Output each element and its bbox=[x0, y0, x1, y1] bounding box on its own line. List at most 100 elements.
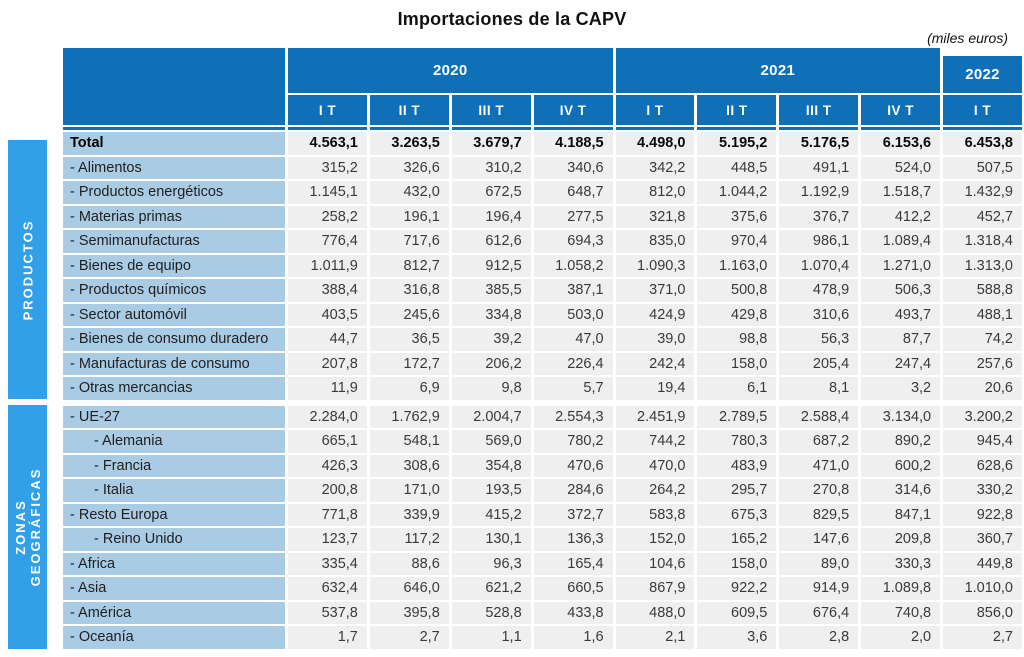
row-label: - Semimanufacturas bbox=[63, 230, 285, 253]
value-cell: 1.089,4 bbox=[861, 230, 941, 253]
value-cell: 360,7 bbox=[943, 528, 1022, 551]
value-cell: 209,8 bbox=[861, 528, 941, 551]
value-cell: 172,7 bbox=[369, 352, 449, 375]
value-cell: 158,0 bbox=[697, 552, 777, 575]
value-cell: 569,0 bbox=[451, 430, 531, 453]
value-cell: 2.789,5 bbox=[697, 405, 777, 428]
value-cell: 117,2 bbox=[369, 528, 449, 551]
value-cell: 548,1 bbox=[369, 430, 449, 453]
row-label: - Asia bbox=[63, 577, 285, 600]
value-cell: 339,9 bbox=[369, 503, 449, 526]
value-cell: 694,3 bbox=[533, 230, 613, 253]
value-cell: 89,0 bbox=[779, 552, 859, 575]
value-cell: 5.176,5 bbox=[779, 132, 859, 155]
value-cell: 376,7 bbox=[779, 205, 859, 228]
value-cell: 310,6 bbox=[779, 303, 859, 326]
value-cell: 74,2 bbox=[943, 328, 1022, 351]
value-cell: 448,5 bbox=[697, 156, 777, 179]
value-cell: 5,7 bbox=[533, 377, 613, 400]
value-cell: 524,0 bbox=[861, 156, 941, 179]
value-cell: 158,0 bbox=[697, 352, 777, 375]
table-corner-cell bbox=[63, 48, 285, 125]
value-cell: 922,8 bbox=[943, 503, 1022, 526]
value-cell: 11,9 bbox=[288, 377, 367, 400]
value-cell: 3.263,5 bbox=[369, 132, 449, 155]
quarter-header-6: II T bbox=[697, 95, 777, 125]
value-cell: 2.554,3 bbox=[533, 405, 613, 428]
value-cell: 812,0 bbox=[615, 181, 695, 204]
value-cell: 326,6 bbox=[369, 156, 449, 179]
value-cell: 648,7 bbox=[533, 181, 613, 204]
value-cell: 426,3 bbox=[288, 454, 367, 477]
value-cell: 1.044,2 bbox=[697, 181, 777, 204]
value-cell: 628,6 bbox=[943, 454, 1022, 477]
value-cell: 245,6 bbox=[369, 303, 449, 326]
value-cell: 136,3 bbox=[533, 528, 613, 551]
value-cell: 284,6 bbox=[533, 479, 613, 502]
row-label: - Manufacturas de consumo bbox=[63, 352, 285, 375]
value-cell: 612,6 bbox=[451, 230, 531, 253]
value-cell: 39,0 bbox=[615, 328, 695, 351]
units-note: (miles euros) bbox=[927, 30, 1008, 46]
value-cell: 478,9 bbox=[779, 279, 859, 302]
row-label: - Oceanía bbox=[63, 626, 285, 649]
value-cell: 424,9 bbox=[615, 303, 695, 326]
value-cell: 2.284,0 bbox=[288, 405, 367, 428]
quarter-header-2: II T bbox=[369, 95, 449, 125]
value-cell: 780,2 bbox=[533, 430, 613, 453]
row-label: - Italia bbox=[63, 479, 285, 502]
value-cell: 672,5 bbox=[451, 181, 531, 204]
value-cell: 507,5 bbox=[943, 156, 1022, 179]
header-divider-segment bbox=[697, 127, 777, 130]
value-cell: 4.498,0 bbox=[615, 132, 695, 155]
value-cell: 3.679,7 bbox=[451, 132, 531, 155]
value-cell: 1.089,8 bbox=[861, 577, 941, 600]
value-cell: 867,9 bbox=[615, 577, 695, 600]
value-cell: 4.563,1 bbox=[288, 132, 367, 155]
row-label: - Bienes de equipo bbox=[63, 254, 285, 277]
zonas-section-sidebar: ZONAS GEOGRÁFICAS bbox=[8, 405, 47, 649]
value-cell: 335,4 bbox=[288, 552, 367, 575]
value-cell: 1.762,9 bbox=[369, 405, 449, 428]
value-cell: 56,3 bbox=[779, 328, 859, 351]
value-cell: 914,9 bbox=[779, 577, 859, 600]
value-cell: 96,3 bbox=[451, 552, 531, 575]
value-cell: 493,7 bbox=[861, 303, 941, 326]
header-divider-segment bbox=[615, 127, 695, 130]
value-cell: 609,5 bbox=[697, 601, 777, 624]
value-cell: 1.070,4 bbox=[779, 254, 859, 277]
value-cell: 264,2 bbox=[615, 479, 695, 502]
value-cell: 470,6 bbox=[533, 454, 613, 477]
value-cell: 740,8 bbox=[861, 601, 941, 624]
value-cell: 36,5 bbox=[369, 328, 449, 351]
value-cell: 452,7 bbox=[943, 205, 1022, 228]
value-cell: 665,1 bbox=[288, 430, 367, 453]
value-cell: 3.200,2 bbox=[943, 405, 1022, 428]
value-cell: 6,9 bbox=[369, 377, 449, 400]
value-cell: 717,6 bbox=[369, 230, 449, 253]
value-cell: 226,4 bbox=[533, 352, 613, 375]
quarter-header-8: IV T bbox=[861, 95, 941, 125]
value-cell: 676,4 bbox=[779, 601, 859, 624]
value-cell: 583,8 bbox=[615, 503, 695, 526]
value-cell: 912,5 bbox=[451, 254, 531, 277]
year-header-2021: 2021 bbox=[615, 48, 941, 93]
value-cell: 321,8 bbox=[615, 205, 695, 228]
value-cell: 1,7 bbox=[288, 626, 367, 649]
row-label: - Alemania bbox=[63, 430, 285, 453]
value-cell: 19,4 bbox=[615, 377, 695, 400]
value-cell: 330,3 bbox=[861, 552, 941, 575]
zonas-label-line1: ZONAS bbox=[12, 499, 28, 555]
value-cell: 488,0 bbox=[615, 601, 695, 624]
header-divider-segment bbox=[288, 127, 367, 130]
value-cell: 970,4 bbox=[697, 230, 777, 253]
value-cell: 1.011,9 bbox=[288, 254, 367, 277]
value-cell: 471,0 bbox=[779, 454, 859, 477]
value-cell: 1.518,7 bbox=[861, 181, 941, 204]
value-cell: 1,6 bbox=[533, 626, 613, 649]
row-label: - Productos químicos bbox=[63, 279, 285, 302]
value-cell: 1.192,9 bbox=[779, 181, 859, 204]
value-cell: 1.432,9 bbox=[943, 181, 1022, 204]
value-cell: 242,4 bbox=[615, 352, 695, 375]
value-cell: 385,5 bbox=[451, 279, 531, 302]
